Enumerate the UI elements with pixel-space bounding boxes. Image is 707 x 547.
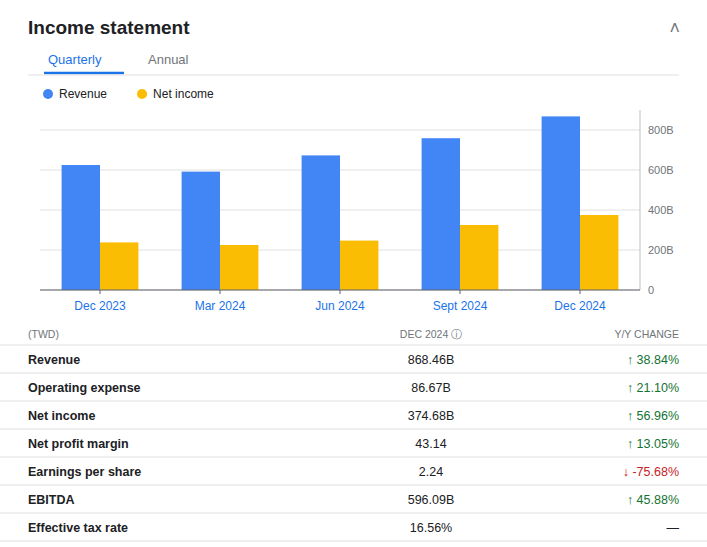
table-header: DEC 2024 ⓘ [400,328,462,340]
table-cell: 43.14 [415,437,446,451]
legend-label: Net income [153,87,214,101]
x-tick-label: Dec 2023 [74,299,126,313]
x-tick-label: Mar 2024 [195,299,246,313]
bar [100,242,138,290]
caret: ˄ [669,18,680,38]
bar [542,116,580,290]
table-header: Y/Y CHANGE [614,328,679,340]
y-tick-label: 800B [648,124,674,136]
y-tick-label: 0 [648,284,654,296]
table-cell: Operating expense [28,381,141,395]
table-cell: ↓ -75.68% [623,465,679,479]
x-tick [220,290,221,294]
bar [182,172,220,290]
table-cell: — [667,521,680,535]
table-cell: 868.46B [408,353,455,367]
x-tick-label: Sept 2024 [433,299,488,313]
table-cell: ↑ 21.10% [627,381,679,395]
table-rule [0,485,707,486]
background [0,0,707,547]
table-rule [0,401,707,402]
page: Income statement ˄ Quarterly Annual Revenue N… [0,0,707,547]
legend-swatch [137,89,147,99]
table-cell: 16.56% [410,521,452,535]
table-cell: Earnings per share [28,465,141,479]
tab: Annual [148,52,189,67]
table-cell: 596.09B [408,493,455,507]
table-header: (TWD) [28,328,59,340]
bar [62,165,100,290]
x-tick [340,290,341,294]
bar [302,155,340,290]
table-cell: ↑ 38.84% [627,353,679,367]
table-rule [0,429,707,430]
title: Income statement [28,17,190,38]
table-cell: 86.67B [411,381,451,395]
x-tick [100,290,101,294]
legend-label: Revenue [59,87,107,101]
y-tick-label: 200B [648,244,674,256]
bar [460,225,498,290]
bar [340,241,378,290]
table-rule [0,345,707,346]
table-cell: Net income [28,409,95,423]
table-cell: 374.68B [408,409,455,423]
table-cell: Effective tax rate [28,521,128,535]
table-rule [0,513,707,514]
table-cell: Net profit margin [28,437,129,451]
bar [220,245,258,290]
y-axis-line [640,110,641,290]
y-tick-label: 600B [648,164,674,176]
bars [62,116,619,290]
table-cell: ↑ 13.05% [627,437,679,451]
legend-swatch [43,89,53,99]
table-cell: Revenue [28,353,80,367]
bar [580,215,618,290]
table-cell: EBITDA [28,493,75,507]
y-tick-label: 400B [648,204,674,216]
table-rule [0,457,707,458]
table-cell: ↑ 45.88% [627,493,679,507]
table-cell: ↑ 56.96% [627,409,679,423]
table-cell: 2.24 [419,465,443,479]
tab: Quarterly [48,52,102,67]
table-rule [0,541,707,542]
bar [422,138,460,290]
separator [28,75,679,76]
x-tick-label: Jun 2024 [315,299,365,313]
tab-underline [44,72,124,75]
x-tick [580,290,581,294]
table-rule [0,373,707,374]
x-tick [460,290,461,294]
x-tick-label: Dec 2024 [554,299,606,313]
